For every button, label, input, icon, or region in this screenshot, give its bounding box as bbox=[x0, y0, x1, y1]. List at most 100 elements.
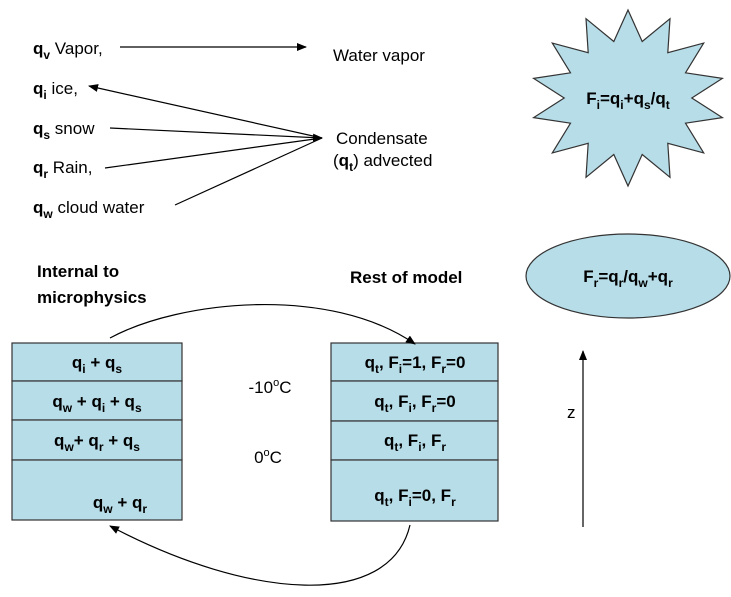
star bbox=[531, 8, 725, 188]
label: (qt) advected bbox=[333, 151, 432, 174]
subscript: r bbox=[441, 362, 446, 376]
subscript: s bbox=[133, 440, 140, 454]
axis-label: z bbox=[567, 403, 576, 422]
subscript: t bbox=[385, 401, 389, 415]
text-run: q bbox=[365, 353, 375, 372]
box-label: qt, Fi, Fr=0 bbox=[374, 392, 455, 415]
subscript: w bbox=[63, 440, 74, 454]
text-run: snow bbox=[50, 119, 95, 138]
text-run: , F bbox=[412, 392, 432, 411]
species-label: qv Vapor, bbox=[33, 39, 103, 62]
text-run: -10 bbox=[249, 378, 274, 397]
subscript: w bbox=[637, 276, 648, 290]
subscript: w bbox=[62, 401, 73, 415]
species-label: qr Rain, bbox=[33, 158, 92, 181]
box bbox=[11, 459, 183, 521]
arrow bbox=[174, 137, 323, 206]
subscript: r bbox=[668, 276, 673, 290]
text-run: + q bbox=[72, 392, 102, 411]
text-run: =q bbox=[600, 89, 620, 108]
subscript: t bbox=[349, 160, 353, 174]
box-label: qt, Fi, Fr bbox=[384, 431, 446, 454]
box-label: qt, Fi=0, Fr bbox=[374, 486, 456, 509]
box bbox=[330, 380, 499, 422]
arrow bbox=[109, 127, 323, 142]
text-run: 0 bbox=[254, 448, 263, 467]
subscript: i bbox=[418, 440, 421, 454]
text-run: ( bbox=[333, 151, 339, 170]
label: Water vapor bbox=[333, 46, 425, 65]
temperature: 0oC bbox=[254, 447, 282, 467]
subscript: s bbox=[644, 98, 651, 112]
text-run: C bbox=[270, 448, 282, 467]
box bbox=[330, 459, 499, 522]
subscript: r bbox=[43, 167, 48, 181]
arrow bbox=[104, 137, 323, 169]
text-run: + q bbox=[74, 431, 99, 450]
subscript: w bbox=[102, 502, 113, 516]
box-label: qw+ qr + qs bbox=[54, 431, 140, 454]
box-label: qt, Fi=1, Fr=0 bbox=[365, 353, 466, 376]
subscript: t bbox=[666, 98, 670, 112]
subscript: i bbox=[82, 362, 85, 376]
text-run: F bbox=[583, 267, 593, 286]
subscript: i bbox=[102, 401, 105, 415]
text-run: C bbox=[279, 378, 291, 397]
text-run: q bbox=[33, 79, 43, 98]
subscript: v bbox=[43, 48, 50, 62]
text-run: =1, F bbox=[402, 353, 441, 372]
text-run: +q bbox=[648, 267, 668, 286]
text-run: ) advected bbox=[353, 151, 432, 170]
text-run: z bbox=[567, 403, 576, 422]
subscript: s bbox=[135, 401, 142, 415]
text-run: + q bbox=[86, 353, 116, 372]
subscript: r bbox=[451, 495, 456, 509]
ellipse bbox=[525, 233, 731, 319]
text-run: q bbox=[384, 431, 394, 450]
text-run: q bbox=[33, 119, 43, 138]
subscript: t bbox=[394, 440, 398, 454]
formula: Fr=qr/qw+qr bbox=[583, 267, 673, 290]
text-run: + q bbox=[113, 493, 143, 512]
curved-arrow bbox=[109, 524, 411, 586]
subscript: i bbox=[43, 88, 46, 102]
formula: Fi=qi+qs/qt bbox=[586, 89, 670, 112]
text-run: q bbox=[93, 493, 103, 512]
heading: microphysics bbox=[37, 288, 147, 307]
subscript: s bbox=[43, 128, 50, 142]
subscript: i bbox=[597, 98, 600, 112]
text-run: q bbox=[339, 151, 349, 170]
text-run: q bbox=[52, 392, 62, 411]
text-run: cloud water bbox=[53, 198, 145, 217]
heading: Internal to bbox=[37, 262, 119, 281]
subscript: r bbox=[432, 401, 437, 415]
text-run: F bbox=[586, 89, 596, 108]
curved-arrow bbox=[109, 303, 416, 345]
species-label: qw cloud water bbox=[33, 198, 145, 221]
text-run: , F bbox=[398, 431, 418, 450]
text-run: q bbox=[374, 486, 384, 505]
text-run: q bbox=[374, 392, 384, 411]
subscript: t bbox=[385, 495, 389, 509]
text-run: q bbox=[33, 39, 43, 58]
box bbox=[11, 380, 183, 421]
species-label: qi ice, bbox=[33, 79, 78, 102]
text-run: Vapor, bbox=[50, 39, 103, 58]
text-run: /q bbox=[651, 89, 666, 108]
text-run: + q bbox=[104, 431, 134, 450]
text-run: q bbox=[54, 431, 64, 450]
subscript: r bbox=[441, 440, 446, 454]
text-run: =0, F bbox=[412, 486, 451, 505]
text-run: Condensate bbox=[336, 129, 428, 148]
left-stack bbox=[11, 342, 183, 521]
text-run: , F bbox=[389, 486, 409, 505]
text-run: +q bbox=[624, 89, 644, 108]
text-run: , F bbox=[379, 353, 399, 372]
box-label: qw + qr bbox=[93, 493, 148, 516]
text-run: =q bbox=[598, 267, 618, 286]
text-run: q bbox=[33, 158, 43, 177]
temperature: -10oC bbox=[249, 377, 292, 397]
subscript: s bbox=[115, 362, 122, 376]
subscript: i bbox=[399, 362, 402, 376]
